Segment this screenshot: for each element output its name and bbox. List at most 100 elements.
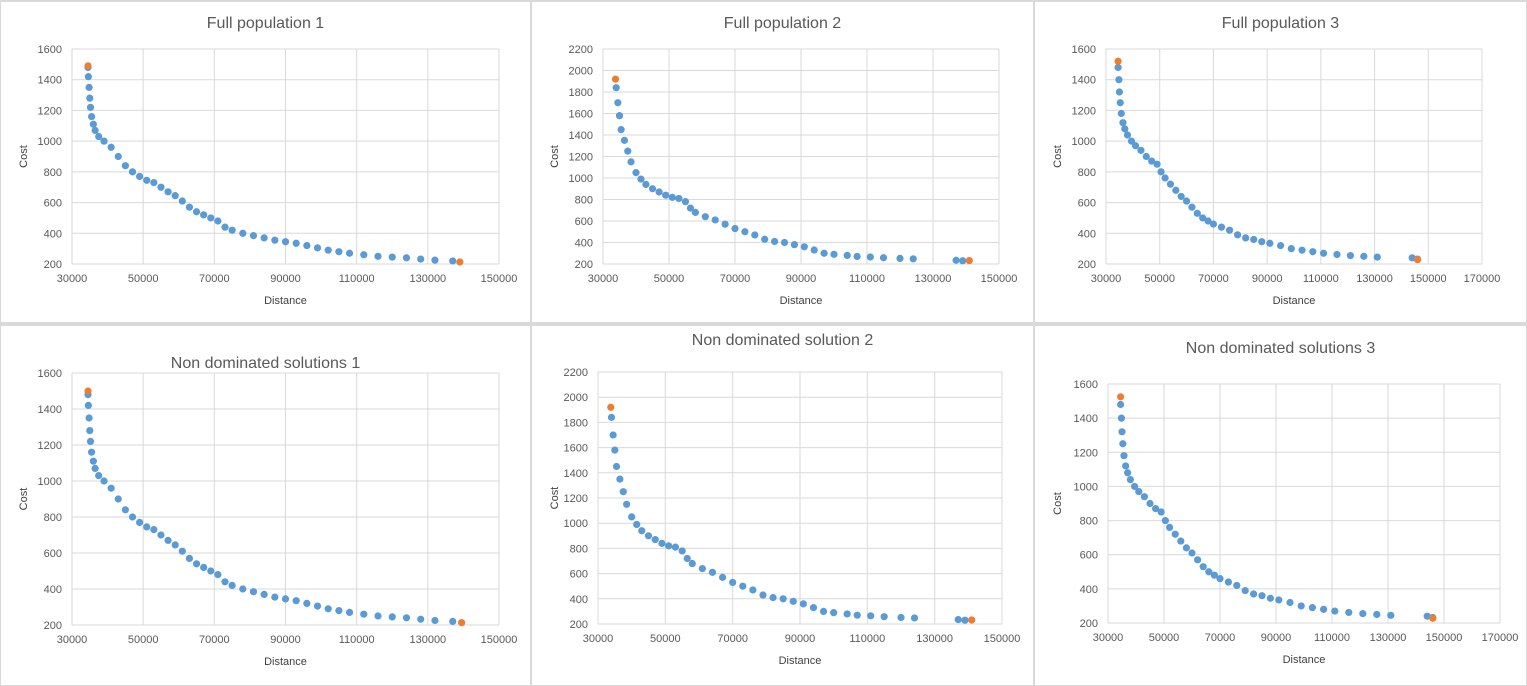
extreme-point <box>1429 614 1437 622</box>
y-tick-label: 800 <box>1080 516 1098 528</box>
data-point <box>668 193 676 201</box>
series-solutions <box>84 63 457 265</box>
data-point <box>1250 235 1258 244</box>
data-point <box>335 607 343 615</box>
y-axis-label: Cost <box>1052 492 1064 515</box>
chart-title: Full population 2 <box>724 15 842 32</box>
data-point <box>1373 253 1381 261</box>
data-point <box>830 250 838 258</box>
x-tick-label: 130000 <box>1356 273 1393 285</box>
data-point <box>1333 250 1341 259</box>
data-point <box>1345 608 1353 617</box>
y-axis-label: Cost <box>1052 145 1064 168</box>
data-point <box>769 593 777 602</box>
y-tick-label: 1000 <box>569 173 593 185</box>
data-point <box>809 604 818 612</box>
y-tick-label: 1200 <box>1072 105 1096 117</box>
data-point <box>417 615 425 623</box>
data-point <box>1153 160 1161 168</box>
x-tick-label: 150000 <box>481 273 518 285</box>
series-extremes <box>1114 57 1422 264</box>
data-point <box>335 248 343 256</box>
data-point <box>615 112 624 120</box>
data-point <box>374 612 382 620</box>
data-point <box>961 616 969 624</box>
y-tick-label: 1400 <box>1072 75 1096 87</box>
data-point <box>228 581 236 589</box>
data-point <box>313 244 322 252</box>
x-tick-label: 30000 <box>57 634 88 646</box>
data-point <box>1276 241 1285 250</box>
y-tick-label: 400 <box>44 584 62 596</box>
x-tick-label: 70000 <box>720 273 751 285</box>
data-point <box>642 180 650 189</box>
data-point <box>1135 487 1143 496</box>
y-tick-label: 1200 <box>564 493 588 505</box>
data-point <box>624 147 632 155</box>
data-point <box>683 554 691 563</box>
chart-svg: Full population 3 200 400 600 800 1000 1200 140… <box>1052 15 1500 307</box>
data-point <box>662 191 670 199</box>
data-point <box>675 194 683 203</box>
y-tick-label: 1000 <box>38 476 62 488</box>
data-point <box>449 617 457 625</box>
data-point <box>1157 508 1165 516</box>
x-axis-label: Distance <box>779 655 822 667</box>
y-axis-label: Cost <box>18 145 30 168</box>
x-tick-label: 30000 <box>588 273 619 285</box>
data-point <box>107 143 115 151</box>
y-tick-label: 1200 <box>38 105 62 117</box>
data-point <box>95 472 103 480</box>
y-tick-label: 2000 <box>569 66 593 78</box>
data-point <box>611 446 619 454</box>
extreme-point <box>965 256 973 265</box>
y-tick-label: 1400 <box>1074 413 1098 425</box>
y-tick-label: 2200 <box>564 367 588 379</box>
y-tick-label: 2000 <box>564 392 588 404</box>
y-tick-label: 400 <box>570 594 588 606</box>
y-tick-label: 400 <box>575 238 593 250</box>
chart-svg: Non dominated solution 2 200 400 600 800 1000… <box>549 332 1020 667</box>
y-tick-label: 200 <box>575 259 593 271</box>
data-point <box>388 613 396 621</box>
data-point <box>691 208 699 216</box>
y-tick-label: 2200 <box>569 44 593 56</box>
x-axis-label: Distance <box>264 295 307 307</box>
data-point <box>658 539 666 547</box>
data-point <box>1119 119 1127 127</box>
y-tick-label: 400 <box>1078 228 1096 240</box>
data-point <box>1217 223 1226 231</box>
data-point <box>866 253 874 261</box>
data-point <box>910 614 919 622</box>
data-point <box>638 527 646 535</box>
y-tick-label: 1000 <box>564 518 588 530</box>
data-point <box>1308 604 1316 612</box>
data-point <box>780 238 789 247</box>
data-point <box>1137 146 1145 154</box>
series-extremes <box>611 75 973 265</box>
data-point <box>136 518 144 526</box>
data-point <box>374 252 382 260</box>
data-point <box>100 477 108 485</box>
data-point <box>790 241 798 249</box>
chart-panel-non-dominated-2: Non dominated solution 2 200 400 600 800 1000… <box>532 326 1033 685</box>
data-point <box>1182 197 1191 205</box>
data-point <box>86 427 94 435</box>
x-tick-label: 130000 <box>409 273 446 285</box>
data-point <box>1131 482 1139 491</box>
chart-title: Non dominated solutions 3 <box>1186 340 1376 357</box>
x-tick-label: 130000 <box>915 273 952 285</box>
x-tick-label: 50000 <box>650 633 681 645</box>
data-point <box>249 231 258 240</box>
x-tick-label: 110000 <box>339 273 375 285</box>
y-tick-label: 1600 <box>38 368 62 380</box>
data-point <box>779 595 787 603</box>
data-point <box>688 559 696 568</box>
data-point <box>150 179 158 187</box>
data-point <box>324 605 332 613</box>
y-tick-label: 1600 <box>1072 44 1096 56</box>
data-point <box>192 208 201 216</box>
data-point <box>121 506 129 514</box>
x-tick-label: 130000 <box>1370 632 1407 644</box>
data-point <box>1193 209 1201 217</box>
